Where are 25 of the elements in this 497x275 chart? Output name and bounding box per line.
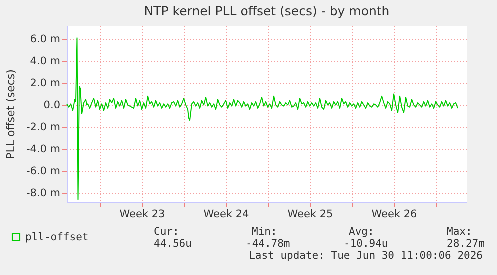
text: -44.78m [246, 238, 290, 250]
text: Max: [447, 226, 472, 238]
text: Cur: [154, 226, 180, 238]
x-tick-label: Week 25 [288, 208, 334, 220]
y-axis-title: PLL offset (secs) [4, 70, 18, 160]
y-tick-label: 4.0 m [30, 56, 60, 68]
y-tick-label: -6.0 m [26, 166, 60, 178]
text: 28.27m [447, 238, 485, 250]
x-tick-label: Week 23 [120, 208, 166, 220]
x-tick-label: Week 26 [372, 208, 418, 220]
y-tick-label: 6.0 m [30, 34, 60, 46]
y-tick-label: 0.0 [44, 100, 60, 112]
text: Last update: Tue Jun 30 11:00:06 2026 [249, 250, 483, 262]
text: 44.56u [154, 238, 192, 250]
y-tick-label: -4.0 m [26, 144, 60, 156]
chart-title: NTP kernel PLL offset (secs) - by month [144, 4, 390, 18]
text: -10.94u [344, 238, 388, 250]
y-tick-label: 2.0 m [30, 78, 60, 90]
legend-label: pll-offset [26, 231, 89, 244]
x-tick-label: Week 24 [204, 208, 250, 220]
y-tick-label: -2.0 m [26, 122, 60, 134]
text: Avg: [349, 226, 374, 238]
line-series [66, 38, 458, 200]
y-tick-label: -8.0 m [26, 188, 60, 200]
text: Min: [252, 226, 278, 238]
